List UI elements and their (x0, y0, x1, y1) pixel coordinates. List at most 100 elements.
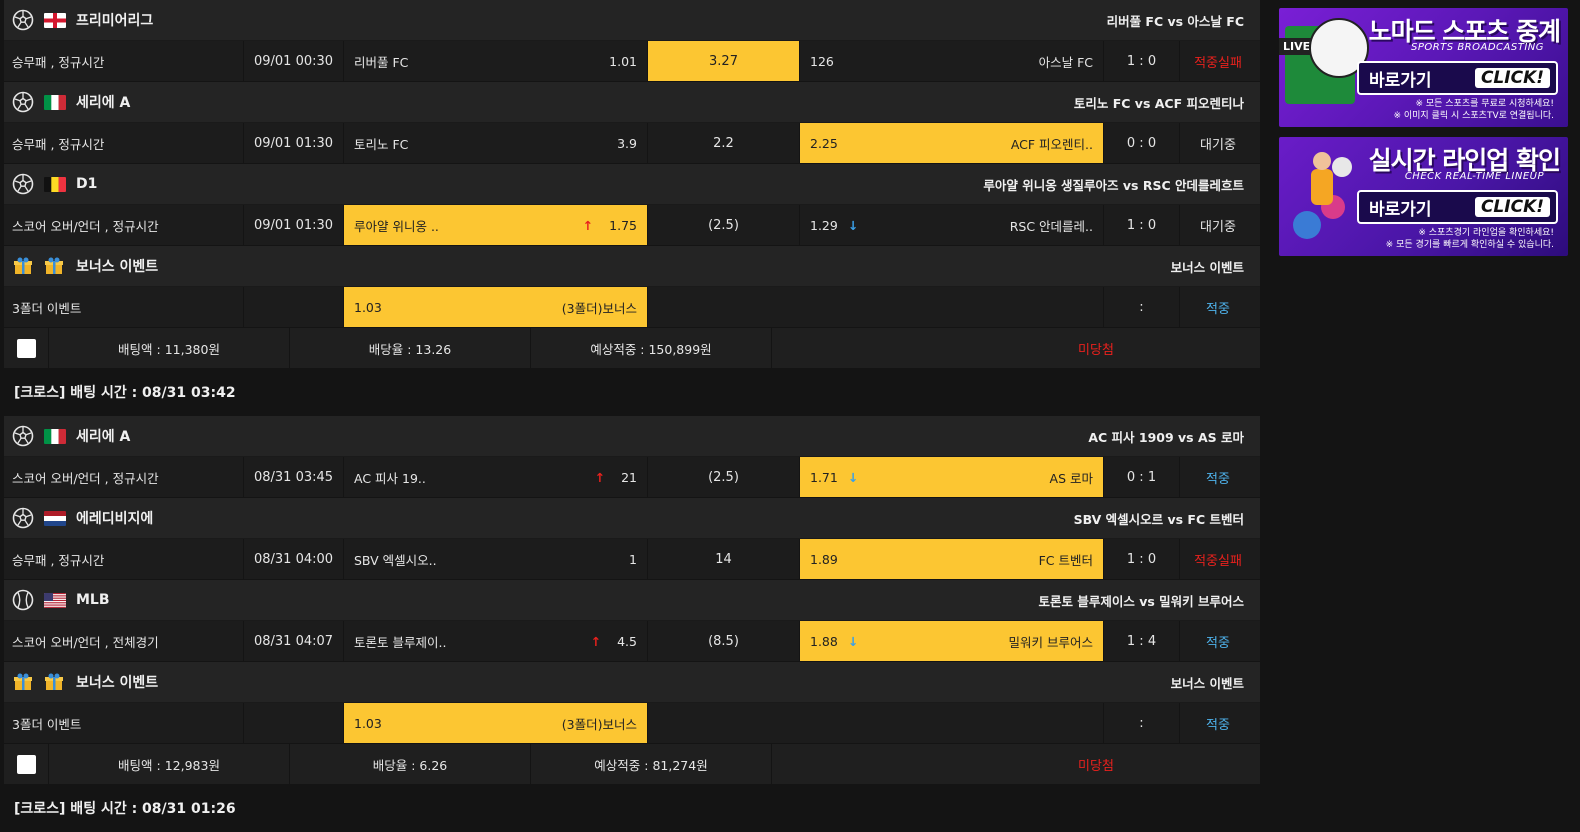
gift-icon (44, 673, 66, 691)
flag-usa-icon (44, 592, 66, 608)
away-odds-cell: 126 아스날 FC (800, 41, 1104, 81)
expected-win: 예상적중 : 81,274원 (531, 744, 772, 784)
bet-type: 스코어 오버/언더 , 정규시간 (4, 205, 244, 245)
flag-belgium-icon (44, 176, 66, 192)
bonus-header: 보너스 이벤트 보너스 이벤트 (4, 246, 1260, 287)
match-score: 1 : 4 (1104, 621, 1180, 661)
away-team: 아스날 FC (1038, 54, 1093, 70)
bet-row: 승무패 , 정규시간 09/01 00:30 리버풀 FC 1.01 3.27 … (4, 41, 1260, 82)
away-odds: 1.29 (810, 217, 838, 233)
match-time: 09/01 01:30 (244, 205, 344, 245)
banner-go-button[interactable]: 바로가기 CLICK! (1357, 190, 1558, 224)
away-odds: 1.89 (810, 551, 838, 567)
banner-click-label: CLICK! (1474, 197, 1550, 217)
home-odds-cell: SBV 엑셀시오.. 1 (344, 539, 648, 579)
flag-italy-icon (44, 428, 66, 444)
league-name: 세리에 A (76, 429, 131, 445)
bet-type: 스코어 오버/언더 , 전체경기 (4, 621, 244, 661)
match-score: 0 : 1 (1104, 457, 1180, 497)
banner-note: ※ 이미지 클릭 시 스포츠TV로 연결됩니다. (1393, 111, 1554, 121)
home-odds-cell: 루아얄 위니옹 .. ↑ 1.75 (344, 205, 648, 245)
home-odds-cell: 리버풀 FC 1.01 (344, 41, 648, 81)
expected-win: 예상적중 : 150,899원 (531, 328, 772, 368)
bonus-result: 적중 (1206, 301, 1230, 317)
draw-odds-cell: 2.2 (648, 123, 800, 163)
home-odds-cell: 토리노 FC 3.9 (344, 123, 648, 163)
draw-odds-cell: 14 (648, 539, 800, 579)
bonus-header: 보너스 이벤트 보너스 이벤트 (4, 662, 1260, 703)
bonus-odds-cell: 1.03 (3폴더)보너스 (344, 703, 648, 743)
home-odds: 1 (629, 551, 637, 567)
bet-row: 승무패 , 정규시간 09/01 01:30 토리노 FC 3.9 2.2 2.… (4, 123, 1260, 164)
match-time: 08/31 03:45 (244, 457, 344, 497)
bonus-type: 3폴더 이벤트 (4, 703, 244, 743)
match-title: AC 피사 1909 vs AS 로마 (1088, 429, 1244, 445)
cross-bet-header: [크로스] 배팅 시간 : 08/31 01:26 (4, 784, 1260, 832)
bet-rate: 배당율 : 13.26 (290, 328, 531, 368)
league-header: MLB 토론토 블루제이스 vs 밀워키 브루어스 (4, 580, 1260, 621)
draw-odds-cell: (8.5) (648, 621, 800, 661)
home-team: 토론토 블루제이.. (354, 634, 447, 650)
league-name: 에레디비지에 (76, 511, 154, 527)
away-odds-cell: 1.88 ↓ 밀워키 브루어스 (800, 621, 1104, 661)
bet-amount: 배팅액 : 11,380원 (49, 328, 290, 368)
league-name: 세리에 A (76, 95, 131, 111)
bet-result: 적중 (1206, 635, 1230, 651)
match-time: 08/31 04:00 (244, 539, 344, 579)
away-team: 밀워키 브루어스 (1008, 634, 1093, 650)
bet-type: 승무패 , 정규시간 (4, 123, 244, 163)
league-header: 에레디비지에 SBV 엑셀시오르 vs FC 트벤터 (4, 498, 1260, 539)
draw-odds-cell: (2.5) (648, 457, 800, 497)
match-time: 09/01 00:30 (244, 41, 344, 81)
bet-row: 승무패 , 정규시간 08/31 04:00 SBV 엑셀시오.. 1 14 1… (4, 539, 1260, 580)
bonus-row: 3폴더 이벤트 1.03 (3폴더)보너스 : 적중 (4, 287, 1260, 328)
bet-history-list: 프리미어리그 리버풀 FC vs 아스날 FC 승무패 , 정규시간 09/01… (4, 0, 1260, 832)
bet-result: 적중실패 (1194, 553, 1242, 569)
select-checkbox-cell (4, 744, 49, 784)
home-odds: 4.5 (617, 633, 637, 649)
gift-icon (12, 255, 34, 277)
bet-row: 스코어 오버/언더 , 정규시간 09/01 01:30 루아얄 위니옹 .. … (4, 205, 1260, 246)
banner-note: ※ 모든 스포츠를 무료로 시청하세요! (1415, 99, 1554, 109)
league-header: 프리미어리그 리버풀 FC vs 아스날 FC (4, 0, 1260, 41)
away-odds: 1.71 (810, 469, 838, 485)
bonus-odds: 1.03 (354, 299, 382, 315)
gift-icon (12, 671, 34, 693)
bet-amount: 배팅액 : 12,983원 (49, 744, 290, 784)
banner-subtitle: CHECK REAL-TIME LINEUP (1404, 171, 1544, 182)
bet-status: 미당첨 (1078, 342, 1114, 358)
banner-go-label: 바로가기 (1369, 70, 1432, 91)
select-checkbox[interactable] (16, 338, 36, 358)
away-odds-cell: 2.25 ACF 피오렌티.. (800, 123, 1104, 163)
bet-status: 미당첨 (1078, 758, 1114, 774)
banner-go-button[interactable]: 바로가기 CLICK! (1357, 61, 1558, 95)
banner-note: ※ 스포츠경기 라인업을 확인하세요! (1418, 228, 1554, 238)
baseball-icon (12, 589, 34, 611)
home-team: AC 피사 19.. (354, 470, 426, 486)
bonus-empty (648, 703, 1104, 743)
lineup-banner[interactable]: 실시간 라인업 확인 CHECK REAL-TIME LINEUP 바로가기 C… (1279, 137, 1568, 256)
bonus-name: 보너스 이벤트 (76, 259, 159, 275)
sports-broadcast-banner[interactable]: LIVE 노마드 스포츠 중계 SPORTS BROADCASTING 바로가기… (1279, 8, 1568, 127)
away-team: ACF 피오렌티.. (1010, 136, 1093, 152)
banner-title: 노마드 스포츠 중계 (1368, 17, 1561, 46)
match-score: 1 : 0 (1104, 205, 1180, 245)
banner-go-label: 바로가기 (1369, 199, 1432, 220)
bonus-title: 보너스 이벤트 (1170, 675, 1244, 691)
odds-up-arrow-icon: ↑ (582, 217, 594, 233)
away-odds-cell: 1.89 FC 트벤터 (800, 539, 1104, 579)
bet-summary: 배팅액 : 12,983원 배당율 : 6.26 예상적중 : 81,274원 … (4, 744, 1260, 784)
match-title: 리버풀 FC vs 아스날 FC (1106, 13, 1244, 29)
home-odds-cell: AC 피사 19.. ↑ 21 (344, 457, 648, 497)
soccer-ball-icon (12, 425, 34, 447)
banner-subtitle: SPORTS BROADCASTING (1410, 42, 1544, 53)
league-header: 세리에 A 토리노 FC vs ACF 피오렌티나 (4, 82, 1260, 123)
home-odds-cell: 토론토 블루제이.. ↑ 4.5 (344, 621, 648, 661)
bet-type: 승무패 , 정규시간 (4, 41, 244, 81)
banner-note: ※ 모든 경기를 빠르게 확인하실 수 있습니다. (1385, 240, 1554, 250)
bet-type: 승무패 , 정규시간 (4, 539, 244, 579)
match-time: 08/31 04:07 (244, 621, 344, 661)
select-checkbox[interactable] (16, 754, 36, 774)
soccer-ball-icon (12, 507, 34, 529)
bet-row: 스코어 오버/언더 , 정규시간 08/31 03:45 AC 피사 19.. … (4, 457, 1260, 498)
